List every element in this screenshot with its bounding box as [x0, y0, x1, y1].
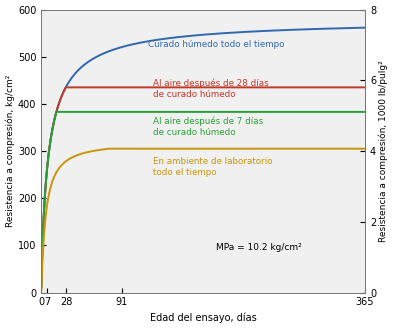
X-axis label: Edad del ensayo, días: Edad del ensayo, días	[150, 313, 256, 323]
Text: Al aire después de 28 días
de curado húmedo: Al aire después de 28 días de curado húm…	[153, 79, 269, 99]
Y-axis label: Resistencia a compresión, kg/cm²: Resistencia a compresión, kg/cm²	[6, 75, 15, 227]
Text: En ambiente de laboratorio
todo el tiempo: En ambiente de laboratorio todo el tiemp…	[153, 157, 273, 177]
Text: MPa = 10.2 kg/cm²: MPa = 10.2 kg/cm²	[216, 243, 302, 252]
Text: Curado húmedo todo el tiempo: Curado húmedo todo el tiempo	[148, 40, 284, 49]
Y-axis label: Resistencia a compresión, 1000 lb/pulg²: Resistencia a compresión, 1000 lb/pulg²	[379, 60, 388, 242]
Text: Al aire después de 7 días
de curado húmedo: Al aire después de 7 días de curado húme…	[153, 117, 263, 137]
